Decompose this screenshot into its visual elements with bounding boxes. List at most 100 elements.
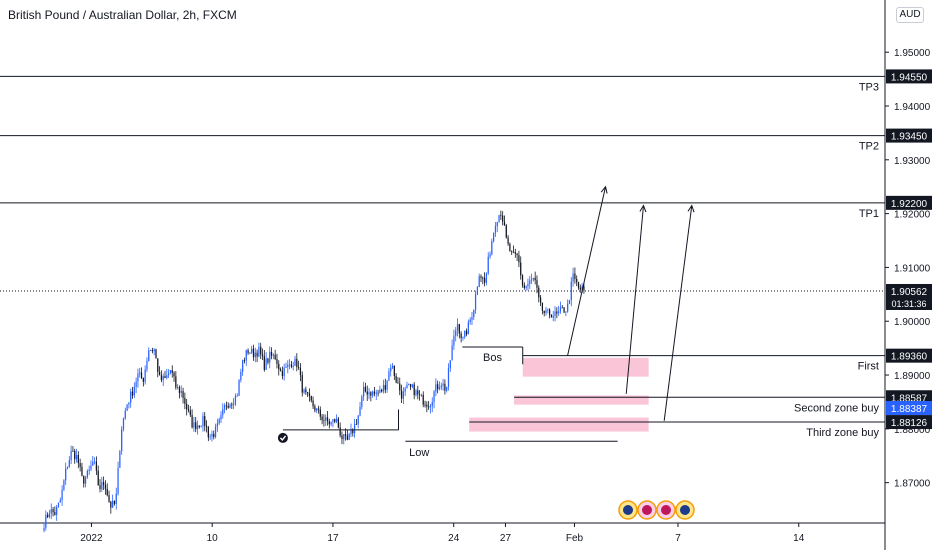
candle-body [164,376,166,379]
candle-body [99,485,101,490]
check-circle-bg [277,432,288,443]
candle-body [440,385,442,388]
candle-body [137,373,139,382]
flag-badge-center [661,505,671,515]
candle-body [321,416,323,421]
candle-body [556,311,558,314]
candle-body [104,484,107,489]
candle-body [433,391,435,403]
candle-body [278,363,280,370]
candle-body [480,276,482,278]
candle-body [487,256,489,274]
candle-body [207,427,209,438]
candle-body [469,319,471,323]
candle-body [227,405,229,408]
level-price-tag: 1.88587 [891,393,928,404]
candle-body [269,351,271,363]
candle-body [570,281,572,300]
candle-body [225,405,228,407]
currency-button[interactable]: AUD [896,7,924,23]
level-price-tag-bg [886,195,932,210]
candle-body [187,409,190,411]
level-price-tag-bg [886,415,932,430]
last-price-tag-bg [886,283,932,310]
candle-body [279,369,282,372]
candle-body [135,381,137,387]
candle-body [296,358,298,368]
candle-body [319,409,321,417]
candle-body [417,390,419,395]
annotations: Bos Low [277,185,695,520]
level-label: TP3 [859,81,879,93]
candle-body [563,307,565,313]
candle-body [305,389,307,393]
candle-body [456,324,459,331]
candle-body [453,335,455,346]
candle-body [547,309,549,311]
candle-body [325,417,327,421]
candle-body [213,433,215,437]
candle-body [158,371,161,376]
candle-body [108,495,110,502]
candle-body [245,350,247,361]
candle-body [232,403,235,405]
candle-body [523,285,525,288]
price-tick-label: 1.92000 [894,210,931,221]
candle-body [209,436,211,438]
candle-body [287,364,289,367]
candle-body [334,419,336,422]
level-label: TP2 [859,141,879,153]
candle-body [355,424,358,425]
time-tick-label: Feb [566,533,584,544]
candle-body [422,394,424,405]
candle-body [310,396,312,401]
candle-body [301,375,303,393]
candles [43,210,585,533]
candle-body [558,311,560,314]
demand-zone [469,417,649,432]
candle-body [565,311,567,313]
candle-body [274,354,276,359]
candle-body [131,391,134,396]
candle-body [404,388,406,392]
candle-body [200,426,202,428]
candle-body [350,429,352,434]
candle-body [66,467,69,469]
candle-body [218,419,220,424]
candle-body [202,416,204,427]
candle-body [307,392,309,394]
candle-body [370,392,372,396]
candle-body [119,451,121,468]
candle-body [473,309,475,318]
bos-label: Bos [483,352,502,364]
candle-body [184,397,186,404]
candle-body [390,367,392,372]
candle-body [489,254,491,257]
candle-body [240,371,242,381]
candle-body [541,302,544,311]
level-price-tag: 1.93450 [891,132,928,143]
candle-body [57,502,60,507]
candle-body [460,333,462,338]
candle-body [359,406,361,416]
level-label: First [858,361,879,373]
candle-body [151,350,154,352]
chart-title: British Pound / Australian Dollar, 2h, F… [8,8,237,22]
candle-body [288,364,291,366]
candle-body [56,506,58,515]
grid [0,0,886,550]
candle-body [48,513,51,517]
level-price-tag: 1.88126 [891,418,928,429]
candle-body [474,294,477,310]
candle-body [431,402,433,407]
candle-body [516,253,518,256]
candle-body [97,470,99,486]
candle-body [548,309,551,315]
candle-body [169,370,172,374]
candle-body [386,380,388,390]
candle-body [444,383,446,391]
candle-body [115,493,117,504]
candle-body [308,393,311,397]
candle-body [467,322,469,335]
